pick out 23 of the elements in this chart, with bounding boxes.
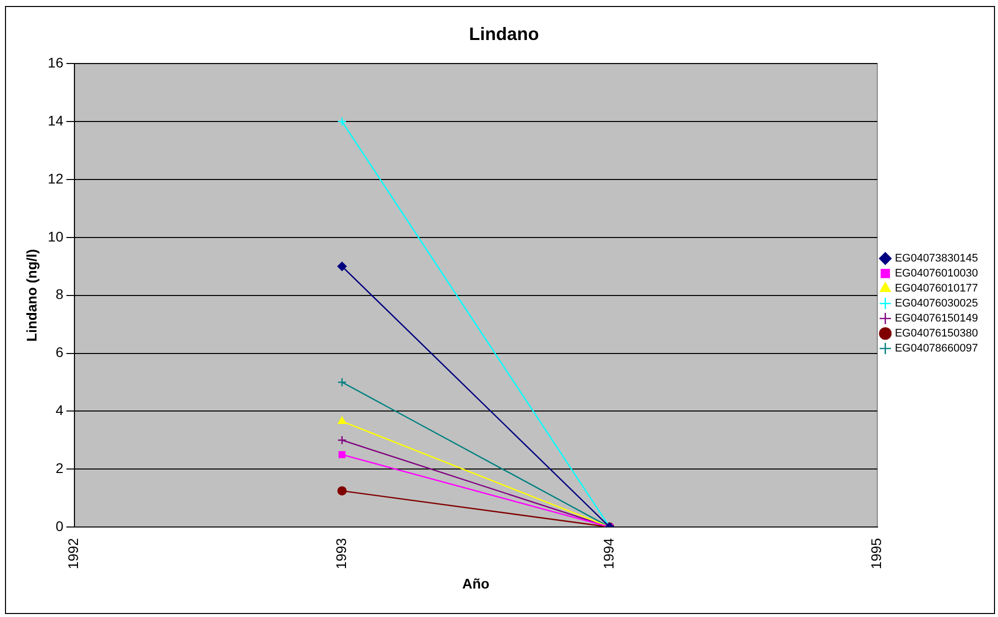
legend-label: EG04076150380 xyxy=(894,328,978,340)
legend-label: EG04076150149 xyxy=(894,312,978,325)
legend-label: EG04073830145 xyxy=(894,252,978,265)
y-tick-label: 12 xyxy=(48,170,64,186)
legend-label: EG04076030025 xyxy=(894,298,978,310)
y-tick-label: 4 xyxy=(56,402,64,418)
y-tick-label: 2 xyxy=(56,460,64,476)
y-tick-label: 8 xyxy=(56,286,64,302)
y-tick-label: 6 xyxy=(56,344,64,360)
legend-label: EG04076010177 xyxy=(894,282,978,295)
y-tick-label: 10 xyxy=(48,228,64,244)
chart-title: Lindano xyxy=(469,24,539,44)
y-tick-label: 0 xyxy=(56,518,64,534)
x-tick-label: 1992 xyxy=(65,538,82,570)
x-tick-label: 1995 xyxy=(868,538,884,570)
y-axis-title: Lindano (ng/l) xyxy=(23,249,40,342)
x-axis-title: Año xyxy=(462,575,490,592)
legend-label: EG04076010030 xyxy=(894,268,978,280)
legend-label: EG04078660097 xyxy=(894,342,978,355)
x-tick-label: 1994 xyxy=(600,538,617,570)
y-tick-label: 16 xyxy=(48,54,64,70)
x-tick-label: 1993 xyxy=(332,538,349,570)
y-tick-label: 14 xyxy=(48,112,64,128)
